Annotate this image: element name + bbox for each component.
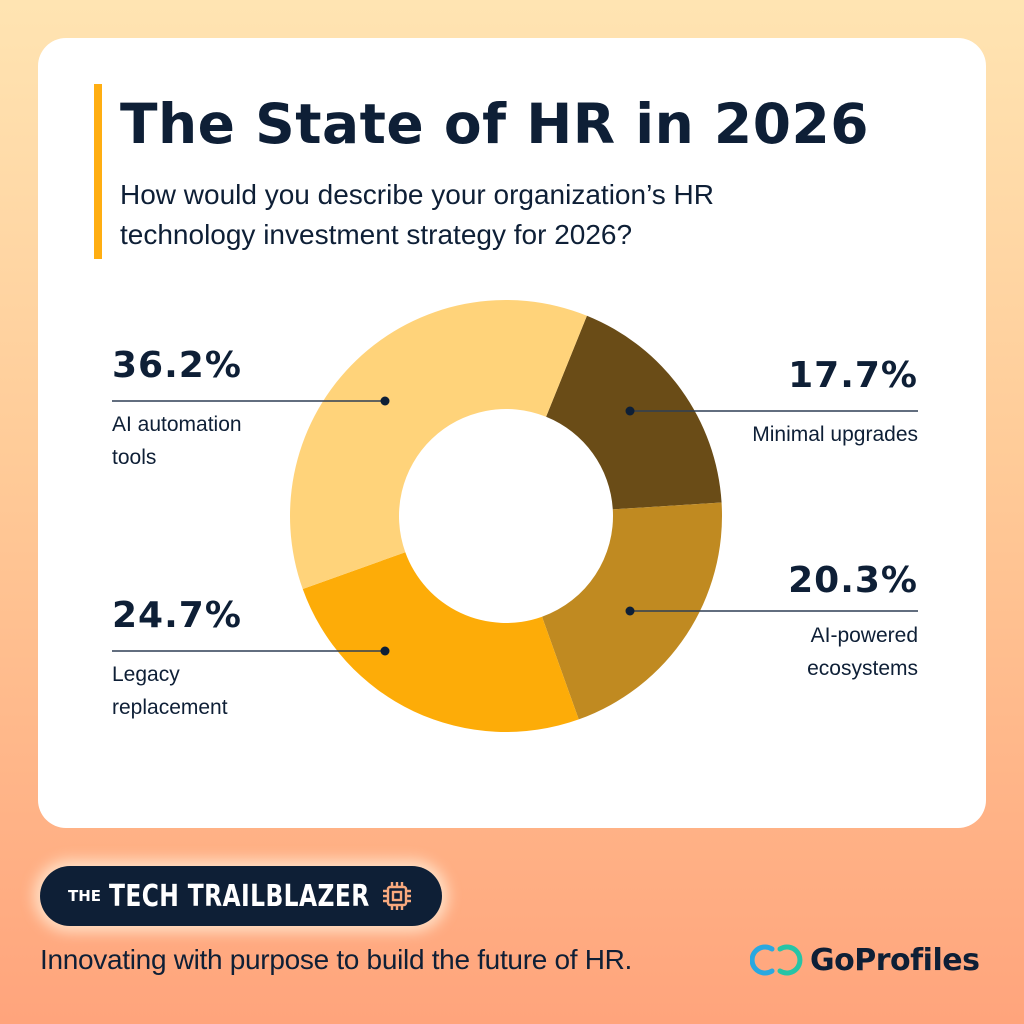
callout-label: AI automation	[112, 413, 242, 436]
callout-label: replacement	[112, 696, 228, 719]
badge-prefix: THE	[68, 887, 102, 905]
callout-label: ecosystems	[807, 657, 918, 680]
accent-bar	[94, 84, 102, 259]
callout-label: tools	[112, 446, 157, 469]
donut-slice-ai-automation-tools	[289, 300, 587, 590]
question-subtitle: How would you describe your organization…	[120, 179, 715, 250]
goprofiles-logo[interactable]: GoProfiles	[750, 940, 980, 980]
leader-dot	[625, 606, 635, 616]
callout-minimal-upgrades: 17.7% Minimal upgrades	[752, 355, 918, 451]
callout-label: Minimal upgrades	[752, 423, 918, 446]
badge-name: TECH TRAILBLAZER	[109, 878, 370, 914]
goprofiles-logo-icon	[750, 944, 803, 976]
leader-dot	[625, 406, 635, 416]
leader-dot	[380, 646, 390, 656]
callout-percent: 20.3%	[788, 560, 918, 601]
callout-percent: 24.7%	[112, 595, 242, 636]
callout-percent: 36.2%	[112, 345, 242, 386]
callout-label: AI-powered	[810, 624, 918, 647]
tagline: Innovating with purpose to build the fut…	[40, 944, 633, 975]
callout-label: Legacy	[112, 663, 180, 686]
chip-icon	[383, 882, 411, 910]
page-title: The State of HR in 2026	[120, 92, 870, 156]
brand-name: GoProfiles	[810, 942, 980, 978]
tech-trailblazer-badge: THE TECH TRAILBLAZER	[40, 866, 442, 926]
callout-percent: 17.7%	[788, 355, 918, 396]
callout-legacy-replacement: 24.7% Legacy replacement	[112, 595, 242, 724]
donut-slice-legacy-replacement	[302, 552, 579, 733]
callout-ai-automation: 36.2% AI automation tools	[112, 345, 242, 474]
leader-dot	[380, 396, 390, 406]
callout-ai-powered: 20.3% AI-powered ecosystems	[788, 560, 918, 685]
